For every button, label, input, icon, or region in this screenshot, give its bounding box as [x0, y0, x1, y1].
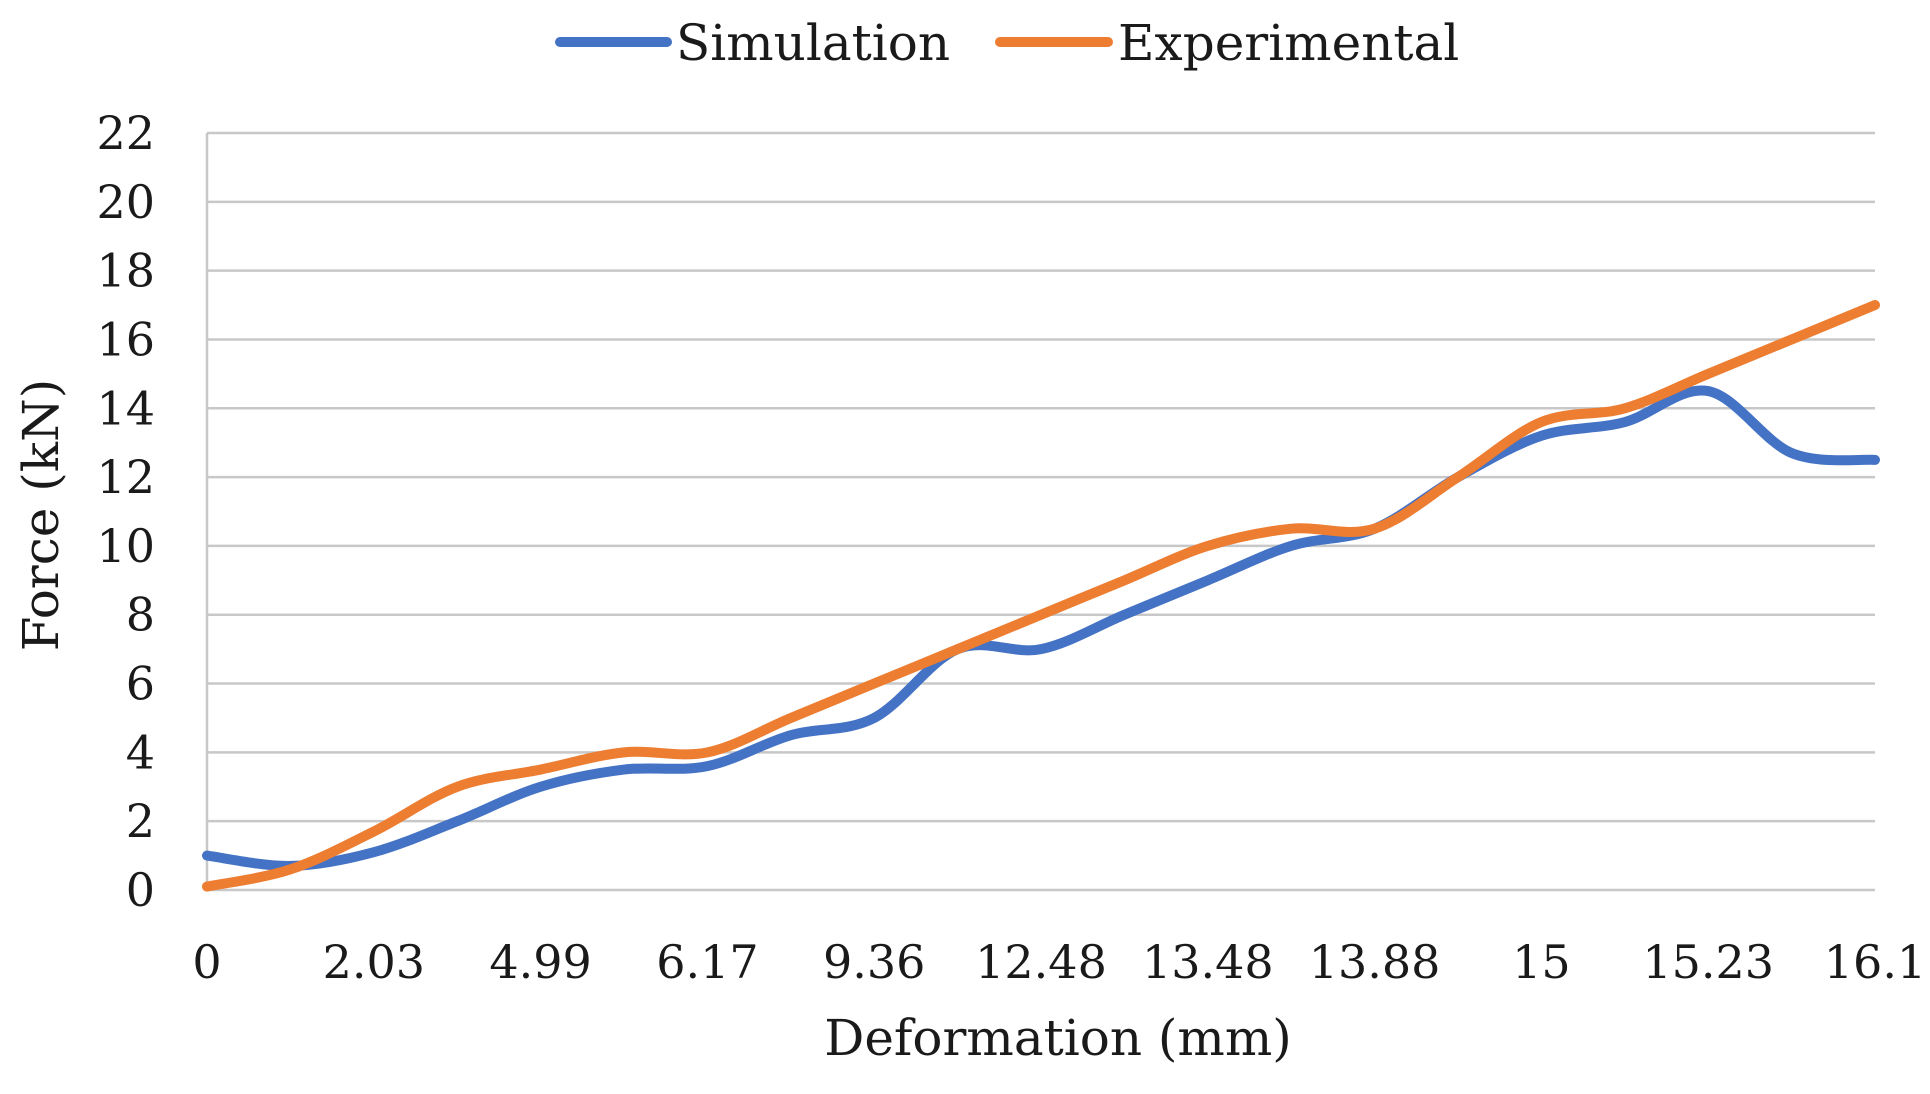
legend: Simulation Experimental — [555, 14, 1459, 72]
x-axis-ticks: 0 2.03 4.99 6.17 9.36 12.48 13.48 13.88 15 15.23 1… — [192, 935, 1926, 989]
y-tick-label: 20 — [96, 175, 155, 229]
y-tick-label: 14 — [96, 381, 155, 435]
x-tick-label: 15.23 — [1642, 935, 1774, 989]
y-tick-label: 4 — [126, 725, 155, 779]
y-tick-label: 16 — [96, 312, 155, 366]
y-tick-label: 8 — [126, 588, 155, 642]
legend-label-simulation: Simulation — [676, 14, 950, 72]
x-tick-label: 4.99 — [489, 935, 591, 989]
series-line-experimental — [202, 300, 1880, 892]
y-tick-label: 0 — [126, 863, 155, 917]
x-tick-label: 12.48 — [975, 935, 1107, 989]
series-line-simulation — [202, 385, 1880, 871]
y-axis-title: Force (kN) — [12, 379, 70, 652]
x-axis-title: Deformation (mm) — [824, 1009, 1292, 1067]
y-tick-label: 18 — [96, 244, 155, 298]
legend-label-experimental: Experimental — [1118, 14, 1459, 72]
y-tick-label: 10 — [96, 519, 155, 573]
x-tick-label: 16.1 — [1824, 935, 1926, 989]
y-tick-label: 22 — [96, 106, 155, 160]
y-tick-label: 12 — [96, 450, 155, 504]
x-tick-label: 13.48 — [1142, 935, 1274, 989]
x-tick-label: 15 — [1512, 935, 1571, 989]
x-tick-label: 6.17 — [656, 935, 758, 989]
series-lines — [202, 300, 1880, 892]
x-tick-label: 2.03 — [323, 935, 425, 989]
x-tick-label: 9.36 — [823, 935, 925, 989]
x-tick-label: 0 — [192, 935, 221, 989]
x-tick-label: 13.88 — [1309, 935, 1441, 989]
y-tick-label: 6 — [126, 657, 155, 711]
y-tick-label: 2 — [126, 794, 155, 848]
gridlines — [205, 131, 1875, 892]
y-axis-ticks: 0 2 4 6 8 10 12 14 16 18 20 22 — [96, 106, 155, 917]
